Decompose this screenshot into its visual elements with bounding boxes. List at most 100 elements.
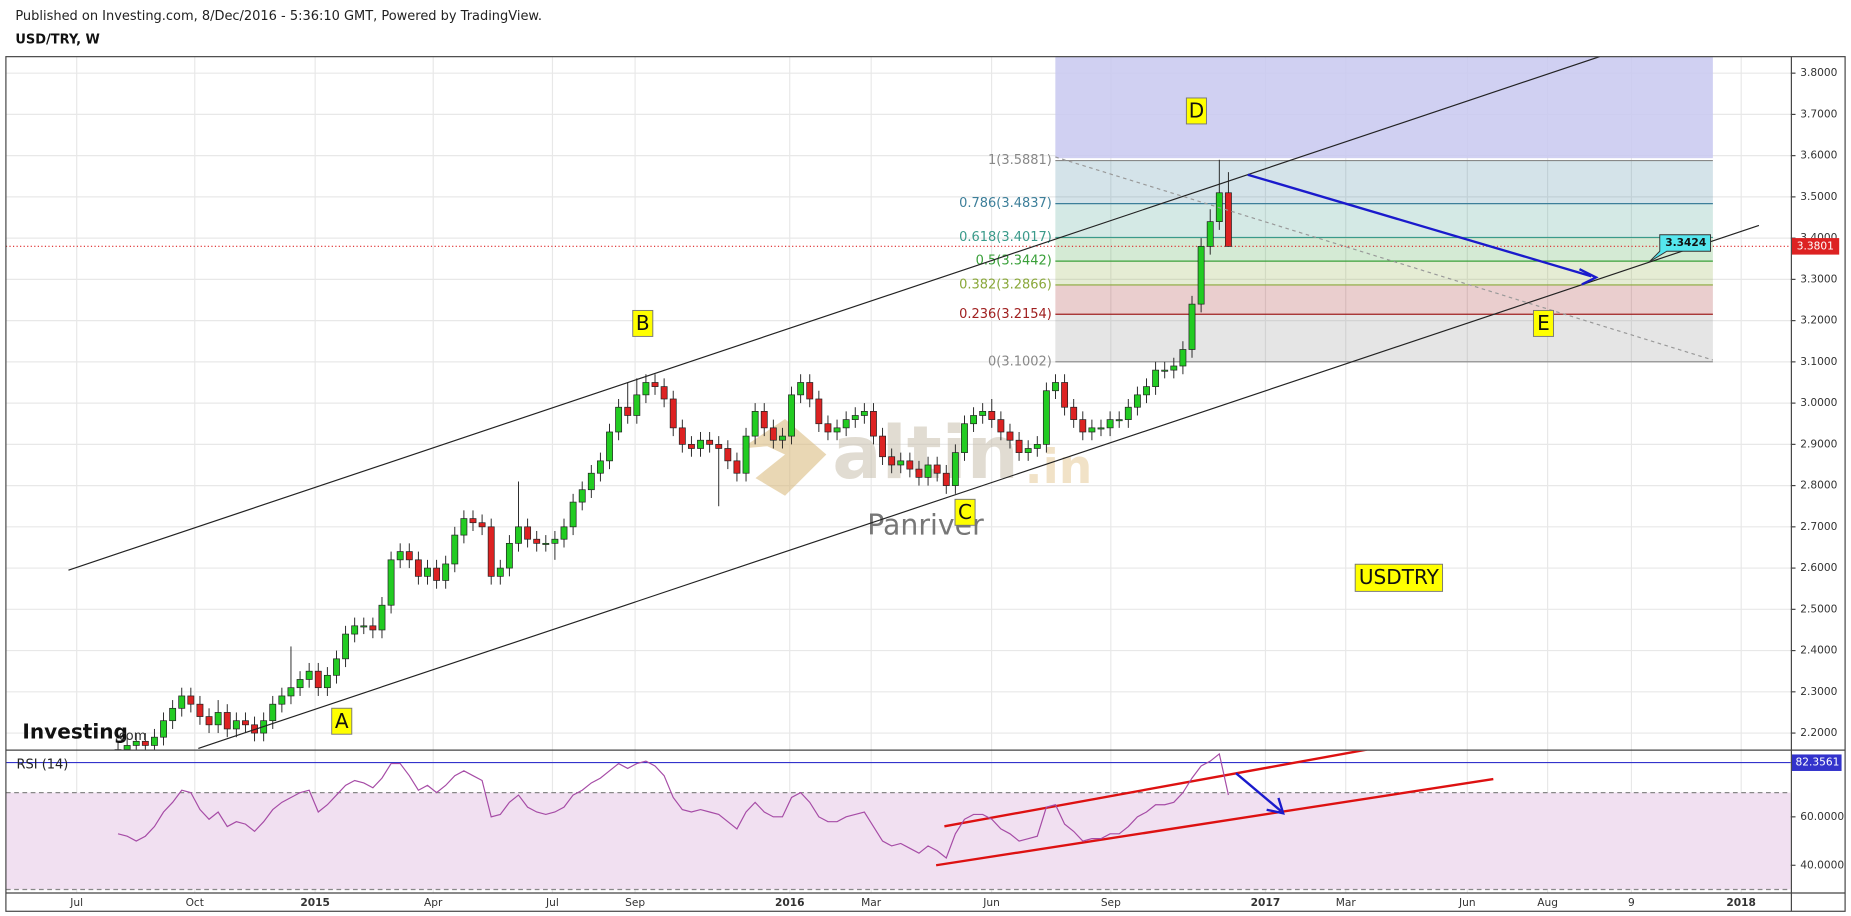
candle-body <box>860 411 868 416</box>
candle-body <box>797 382 805 396</box>
wave-label: C <box>958 500 972 524</box>
label-box <box>954 498 976 526</box>
fib-label: 0.786(3.4837) <box>959 196 1052 211</box>
candle-body <box>1161 369 1169 372</box>
fib-label: 0.382(3.2866) <box>959 277 1052 292</box>
y-tick-label: 3.2000 <box>1800 314 1837 327</box>
watermark: altin .in <box>741 411 1092 496</box>
wave-label: A <box>335 709 349 733</box>
last-price-label: 3.3801 <box>1797 239 1834 252</box>
candle-body <box>678 427 686 445</box>
candle-body <box>169 707 177 722</box>
x-tick-label: Jun <box>1458 896 1476 909</box>
candle-body <box>1124 406 1132 420</box>
candle-body <box>269 703 277 722</box>
candle-body <box>660 386 668 400</box>
publish-header: Published on Investing.com, 8/Dec/2016 -… <box>15 9 542 24</box>
candle-body <box>888 456 896 466</box>
candle-body <box>305 670 313 680</box>
candle-body <box>697 439 704 449</box>
candle-body <box>815 398 823 425</box>
candle-body <box>524 526 532 540</box>
arrow-head <box>1578 268 1599 286</box>
candle-body <box>442 563 450 581</box>
candle-body <box>1224 192 1232 247</box>
rsi-band-fill <box>5 792 1791 890</box>
fib-label: 0.618(3.4017) <box>959 230 1052 245</box>
candle-body <box>1097 427 1105 430</box>
candle-body <box>1088 427 1096 433</box>
candle-body <box>724 448 732 462</box>
candle-body <box>742 435 750 474</box>
candle-body <box>706 439 714 445</box>
candle-body <box>961 423 968 453</box>
y-tick-label: 2.3000 <box>1800 685 1837 698</box>
label-box <box>1185 97 1207 125</box>
candle-body <box>451 534 459 565</box>
candle-body <box>460 518 468 536</box>
forecast-arrow <box>1247 173 1592 278</box>
candle-body <box>223 712 231 730</box>
y-tick-label: 2.9000 <box>1800 437 1837 450</box>
candle-body <box>870 411 877 437</box>
target-label: 3.3424 <box>1665 236 1706 249</box>
candle-body <box>933 464 941 474</box>
candle-body <box>187 695 195 705</box>
y-tick-label: 3.3000 <box>1800 272 1837 285</box>
candle-body <box>642 382 650 396</box>
candle-body <box>951 452 959 486</box>
rsi-last-label: 82.3561 <box>1796 756 1840 769</box>
fib-zone <box>1055 284 1713 315</box>
candle-body <box>988 411 996 420</box>
rsi-trend-upper <box>944 750 1368 828</box>
drawings <box>68 56 1760 749</box>
candle-body <box>779 435 786 441</box>
x-tick-label: 9 <box>1628 896 1635 909</box>
candle-body <box>515 526 522 544</box>
target-zone <box>1055 56 1713 159</box>
fib-zone <box>1055 160 1713 204</box>
fib-label: 0(3.1002) <box>988 354 1052 369</box>
candle-body <box>178 695 186 709</box>
x-tick-label: 2017 <box>1251 896 1281 909</box>
candle-body <box>897 460 905 466</box>
channel-lower <box>198 224 1760 749</box>
candle-body <box>1061 382 1069 408</box>
x-tick-label: Jun <box>982 896 1000 909</box>
x-tick-label: Mar <box>861 896 882 909</box>
logo: Investing .com <box>22 720 146 745</box>
candle-body <box>1024 448 1032 453</box>
watermark-text: altin <box>832 411 1019 496</box>
candle-body <box>296 679 304 689</box>
chart-title: USD/TRY, W <box>15 33 99 48</box>
candle-body <box>751 411 759 437</box>
label-box <box>1354 563 1444 592</box>
candles <box>114 159 1232 750</box>
candle-body <box>1070 406 1078 420</box>
candle-body <box>123 745 131 750</box>
candle-body <box>1170 365 1178 371</box>
candle-body <box>387 559 395 606</box>
candle-body <box>151 736 158 746</box>
candle-body <box>242 720 249 726</box>
candle-body <box>1206 221 1214 247</box>
candle-body <box>769 427 777 441</box>
y-tick-label: 2.4000 <box>1800 644 1837 657</box>
x-tick-label: Aug <box>1537 896 1558 909</box>
candle-body <box>405 551 413 561</box>
candle-body <box>587 472 595 491</box>
candle-body <box>1052 382 1059 392</box>
rsi-arrow-head <box>1266 797 1285 815</box>
candle-body <box>924 464 932 478</box>
candle-body <box>196 703 204 717</box>
rsi-tick-label: 40.0000 <box>1800 858 1844 871</box>
candle-body <box>669 398 677 429</box>
candle-body <box>760 411 768 429</box>
candle-body <box>788 394 795 437</box>
candle-body <box>433 567 441 581</box>
candle-body <box>232 720 240 730</box>
rsi-label: RSI (14) <box>17 757 69 772</box>
label-box <box>632 309 654 337</box>
y-tick-label: 3.0000 <box>1800 396 1837 409</box>
rsi-line-group <box>117 752 1229 859</box>
